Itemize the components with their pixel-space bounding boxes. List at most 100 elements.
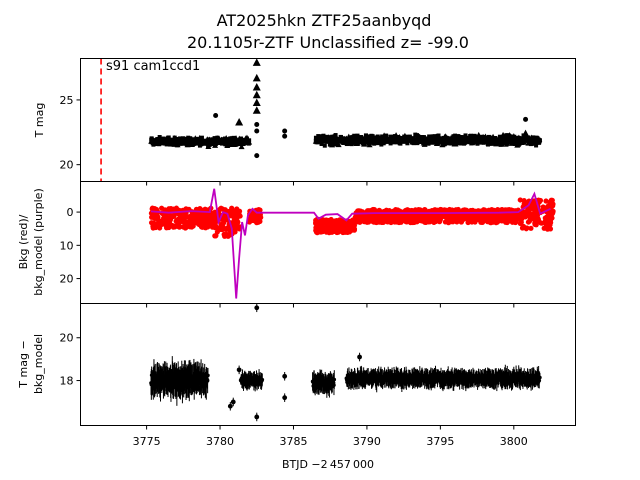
data-point [384,133,389,138]
upper-limit-triangle [366,141,373,148]
ccd-annotation: s91 cam1ccd1 [106,59,200,74]
panel-tmag: s91 cam1ccd1 T mag 20 25 [33,58,576,182]
upper-limit-triangle [246,139,253,145]
bkg-point [152,206,158,212]
bkg-point [528,225,534,231]
data-point [327,142,332,147]
plot-area [100,59,543,181]
bkg-point [529,202,535,208]
data-point [254,128,260,134]
bkg-point [258,214,264,221]
bkg-point [342,229,348,235]
bkg-point [534,213,540,219]
y-tick-label: 25 [60,94,74,107]
bkg-point [213,232,219,239]
data-point [405,141,410,146]
y-tick-label: 10 [60,239,74,252]
data-point [260,377,265,382]
data-point [206,373,210,378]
bkg-point [448,215,454,221]
bkg-point [518,217,524,223]
data-point [254,414,260,420]
bkg-point [395,216,401,222]
bkg-point [254,218,260,224]
data-point [333,133,338,138]
bkg-point [407,208,413,214]
data-point [254,305,260,311]
bkg-point [400,216,406,223]
bkg-point [323,226,329,232]
upper-limit-triangle [521,129,530,138]
y-tick-label: 0 [67,206,74,219]
bkg-point [538,220,544,226]
bkg-point [236,212,242,219]
upper-limit-triangle [252,98,261,107]
bkg-point [201,220,207,226]
upper-limit-triangle [235,117,244,126]
bkg-point [530,206,537,212]
bkg-point [525,219,532,225]
bkg-point [469,218,475,224]
data-point [537,138,542,143]
x-tick-label: 3780 [206,435,234,448]
bkg-point [523,226,529,232]
diff-data [149,304,542,422]
bkg-point [497,215,503,221]
bkg-point [476,213,482,220]
bkg-point [182,219,188,225]
panel-bkg: Bkg (red)/ bkg_model (purple) 0 10 20 [17,181,576,304]
data-point [282,128,288,134]
bkg-point [168,206,174,212]
bkg-point [412,207,419,213]
bkg-point [151,215,158,221]
data-point [370,134,375,139]
bkg-point [187,224,193,230]
data-point [214,141,219,146]
data-point [236,367,242,373]
chart-title-line1: AT2025hkn ZTF25aanbyqd [217,11,432,30]
bkg-point [374,215,380,222]
chart-title-line2: 20.1105r-ZTF Unclassified z= -99.0 [187,33,469,52]
bkg-point [482,217,488,223]
x-tick-label: 3790 [353,435,381,448]
bkg-point [173,223,179,229]
data-point [505,141,510,146]
data-point [332,377,337,382]
data-point [178,136,183,141]
bkg-point [207,216,214,222]
bkg-ylabel-line1: Bkg (red)/ [17,214,30,269]
x-tick-label: 3795 [426,435,454,448]
data-point [512,141,517,146]
bkg-point [360,215,366,222]
bkg-point [519,225,526,231]
data-point [212,136,217,141]
data-point [254,153,260,159]
bkg-point [391,214,397,220]
upper-limit-triangle [252,90,261,99]
data-point [362,142,367,147]
data-point [333,142,338,147]
bkg-point [313,229,320,235]
bkg-frame [80,181,576,304]
bkg-point [222,207,228,213]
bkg-point [379,219,385,225]
bkg-point [509,219,516,225]
y-tick-label: 20 [60,273,74,286]
plot-area [149,304,542,422]
data-point [282,133,288,139]
x-tick-label: 3800 [500,435,528,448]
data-point [398,141,403,146]
y-tick-label: 20 [60,332,74,345]
bkg-point [356,217,362,223]
data-point [322,143,327,148]
upper-limit-triangle [335,141,342,148]
bkg-point [169,223,175,229]
data-point [352,133,357,138]
bkg-point [415,217,421,224]
tmag-frame [80,58,576,182]
bkg-point [543,215,549,221]
upper-limit-triangle [520,139,527,145]
data-point [523,116,529,122]
bkg-point [545,222,551,228]
